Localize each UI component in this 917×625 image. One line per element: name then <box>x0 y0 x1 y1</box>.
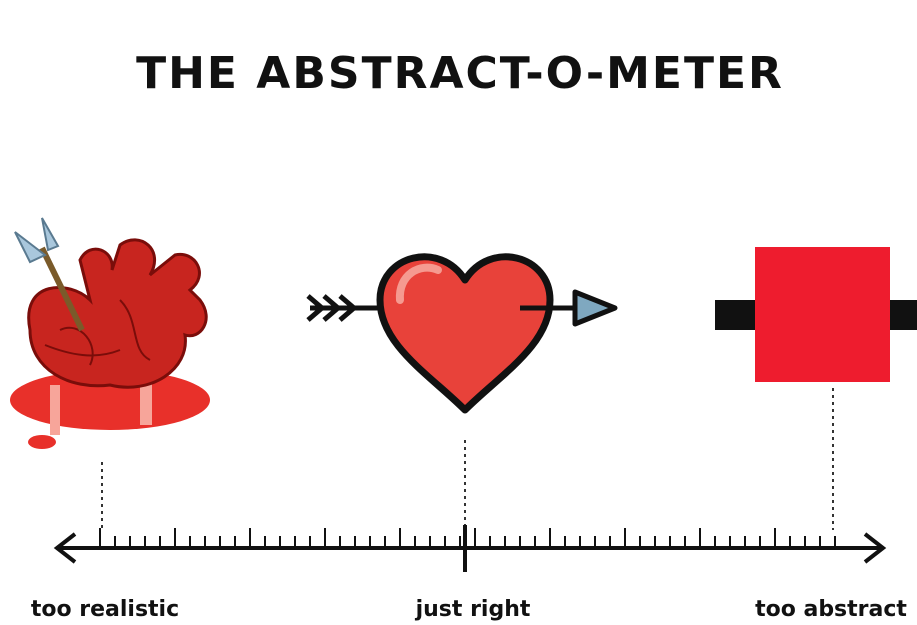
abstract-square <box>715 247 917 382</box>
title: THE ABSTRACT-O-METER <box>136 48 784 99</box>
scale-axis <box>57 525 883 572</box>
scale-label: too abstract <box>755 597 907 622</box>
infographic: THE ABSTRACT-O-METER too realistic <box>0 0 917 625</box>
realistic-heart <box>10 218 210 449</box>
cartoon-heart <box>308 257 615 410</box>
scale-label: too realistic <box>31 597 179 622</box>
scale-label: just right <box>415 597 531 622</box>
page: THE ABSTRACT-O-METER too realistic <box>0 0 917 625</box>
